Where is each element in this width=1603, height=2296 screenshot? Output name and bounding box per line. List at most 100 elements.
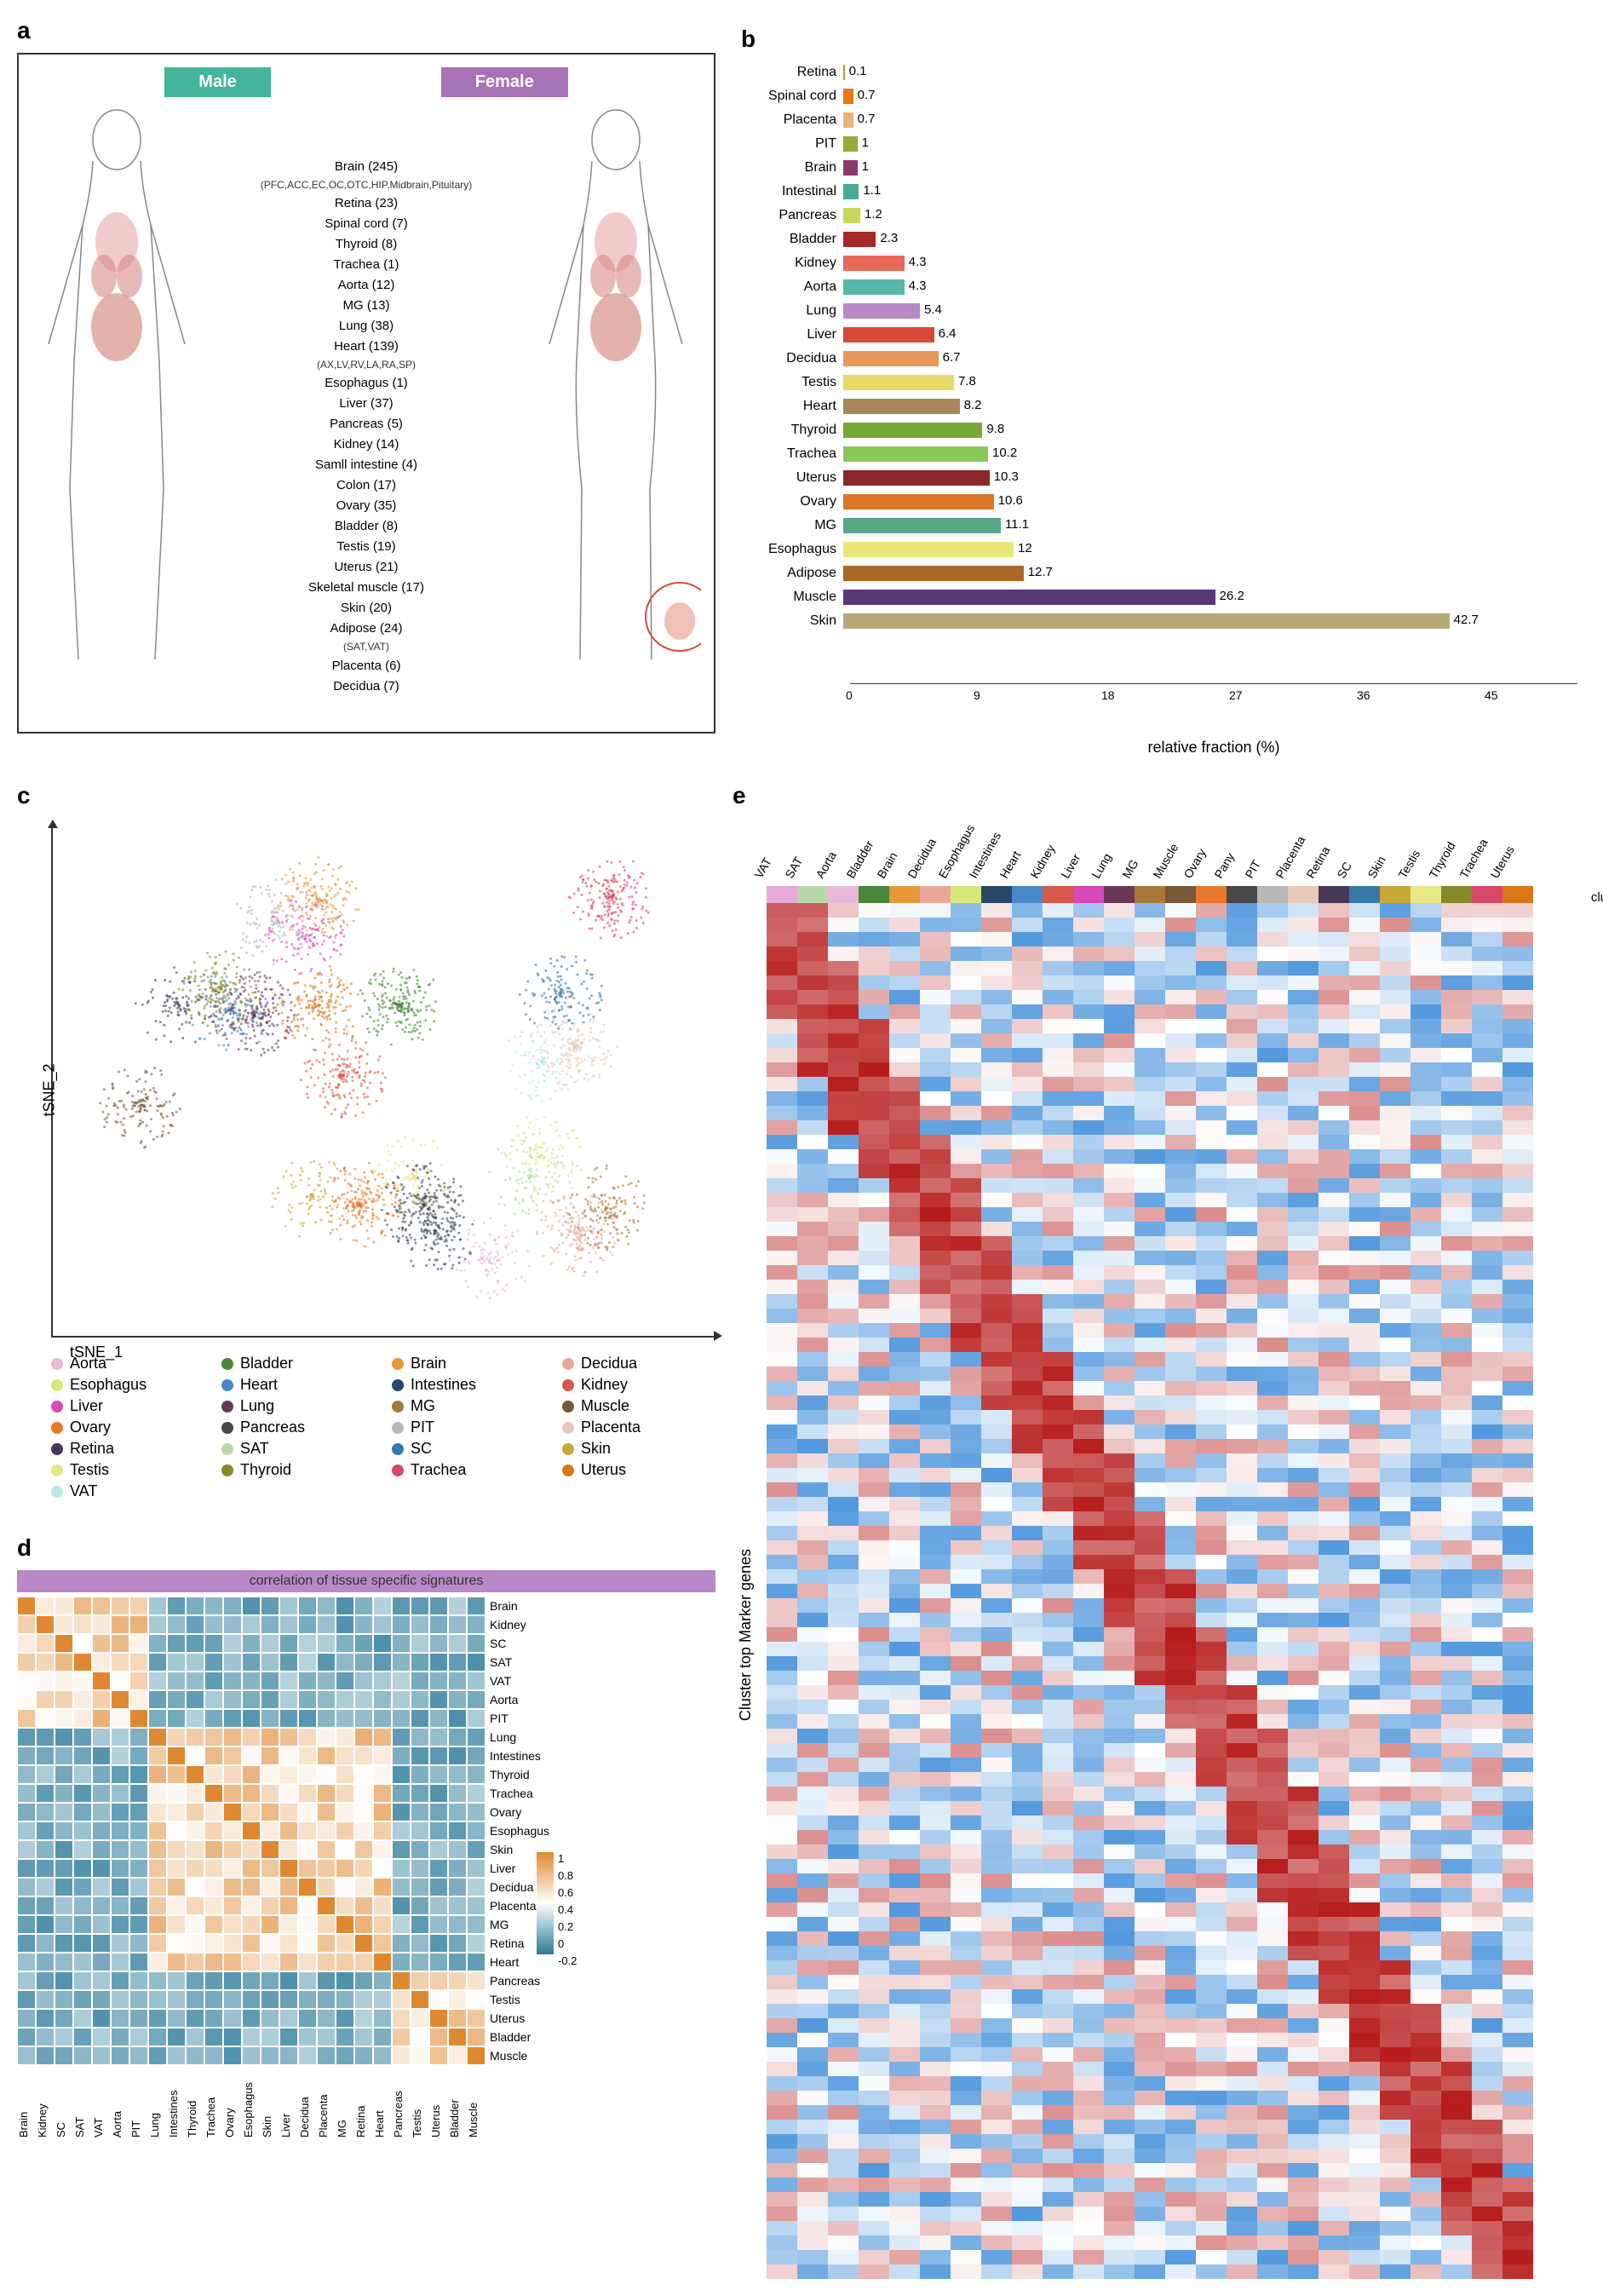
heatmap-cell <box>1104 1164 1135 1178</box>
corr-cell <box>129 1784 148 1803</box>
corr-cell <box>148 1878 167 1896</box>
heatmap-cell <box>1380 1178 1411 1193</box>
heatmap-cell <box>1104 1410 1135 1424</box>
heatmap-cell <box>859 1613 889 1627</box>
heatmap-cell <box>1196 1627 1227 1642</box>
heatmap-cell <box>1012 1787 1043 1801</box>
corr-cell <box>354 1971 373 1990</box>
heatmap-cell <box>1012 1685 1043 1700</box>
heatmap-cell <box>767 1526 797 1540</box>
heatmap-cell <box>1227 2120 1257 2134</box>
heatmap-cell <box>1411 1931 1441 1946</box>
corr-cell <box>392 1672 411 1690</box>
corr-cell <box>55 1878 73 1896</box>
corr-cell <box>204 2046 223 2065</box>
corr-col-label: Liver <box>279 2069 298 2138</box>
heatmap-cell <box>1472 2149 1502 2163</box>
heatmap-cell <box>1135 1511 1165 1526</box>
heatmap-cell <box>1196 1338 1227 1352</box>
heatmap-cell <box>1012 2149 1043 2163</box>
heatmap-cell <box>1196 1381 1227 1395</box>
heatmap-cell <box>1104 1048 1135 1062</box>
heatmap-cell <box>1012 2047 1043 2062</box>
heatmap-cell <box>1380 2178 1411 2192</box>
heatmap-cell <box>1380 990 1411 1004</box>
heatmap-cell <box>1165 1352 1196 1367</box>
heatmap-cell <box>889 2236 920 2250</box>
heatmap-cell <box>981 1381 1012 1395</box>
heatmap-cell <box>1227 1816 1257 1830</box>
heatmap-cell <box>797 2207 828 2221</box>
corr-cell <box>448 2028 467 2046</box>
corr-cell <box>186 1803 204 1821</box>
legend-dot <box>562 1358 574 1370</box>
bar-value: 12.7 <box>1028 565 1053 579</box>
heatmap-cell <box>797 1830 828 1844</box>
heatmap-cell <box>1288 1323 1319 1338</box>
tissue-item: Aorta (12) <box>261 275 473 296</box>
corr-cell <box>36 2009 55 2028</box>
heatmap-cell <box>1349 947 1380 961</box>
heatmap-cell <box>828 1280 859 1294</box>
heatmap-cell <box>951 1975 981 1989</box>
heatmap-cell <box>920 1077 951 1091</box>
heatmap-cell <box>797 1844 828 1859</box>
heatmap-cell <box>1073 1917 1104 1931</box>
heatmap-cell <box>828 1873 859 1888</box>
heatmap-cell <box>981 1222 1012 1236</box>
corr-cell <box>317 1859 336 1878</box>
heatmap-cell <box>1073 2004 1104 2018</box>
heatmap-cell <box>981 1395 1012 1410</box>
heatmap-cell <box>1043 1178 1073 1193</box>
heatmap-cell <box>1196 1062 1227 1077</box>
legend-text: Brain <box>411 1355 446 1372</box>
heatmap-cell <box>1349 1222 1380 1236</box>
heatmap-cell <box>889 1236 920 1251</box>
heatmap-cell <box>920 2178 951 2192</box>
heatmap-cell <box>951 1526 981 1540</box>
heatmap-cell <box>1012 1598 1043 1613</box>
heatmap-cell <box>981 1873 1012 1888</box>
heatmap-cell <box>1073 2236 1104 2250</box>
heatmap-cell <box>889 918 920 932</box>
bar-row: Pancreas1.2 <box>741 204 1577 227</box>
heatmap-cell <box>951 1019 981 1033</box>
legend-item: Lung <box>221 1397 375 1415</box>
bar-fill <box>843 184 859 199</box>
corr-cell <box>223 1878 242 1896</box>
heatmap-cell <box>889 975 920 990</box>
heatmap-cell <box>1472 1613 1502 1627</box>
heatmap-cell <box>1165 1482 1196 1497</box>
corr-cell <box>111 1653 129 1672</box>
heatmap-cell <box>1196 1931 1227 1946</box>
heatmap-cell <box>828 1222 859 1236</box>
heatmap-cell <box>1012 1280 1043 1294</box>
heatmap-cell <box>859 1381 889 1395</box>
heatmap-cell <box>1196 1207 1227 1222</box>
heatmap-cell <box>889 2062 920 2076</box>
corr-cell <box>55 1746 73 1765</box>
heatmap-cell <box>1502 1019 1533 1033</box>
corr-cell <box>36 1765 55 1784</box>
heatmap-cell <box>1441 1714 1472 1729</box>
heatmap-cell <box>797 2236 828 2250</box>
corr-cell <box>55 1672 73 1690</box>
heatmap-cell <box>1349 1540 1380 1555</box>
corr-cell <box>186 1934 204 1953</box>
heatmap-cell <box>859 1729 889 1743</box>
heatmap-cell <box>1196 932 1227 947</box>
heatmap-cell <box>920 1352 951 1367</box>
bar-row: Esophagus12 <box>741 538 1577 561</box>
heatmap-cell <box>1502 1062 1533 1077</box>
corr-col-labels: BrainKidneySCSATVATAortaPITLungIntestine… <box>17 2069 485 2138</box>
heatmap-cell <box>1380 1989 1411 2004</box>
tissue-item: Skeletal muscle (17) <box>261 578 473 598</box>
heatmap-cell <box>1441 2250 1472 2264</box>
corr-cell <box>186 2028 204 2046</box>
heatmap-cell <box>1012 2192 1043 2207</box>
heatmap-cell <box>1196 1960 1227 1975</box>
heatmap-cell <box>1073 1280 1104 1294</box>
corr-cell <box>279 1765 298 1784</box>
corr-cell <box>429 1840 448 1859</box>
heatmap-cell <box>1165 1019 1196 1033</box>
